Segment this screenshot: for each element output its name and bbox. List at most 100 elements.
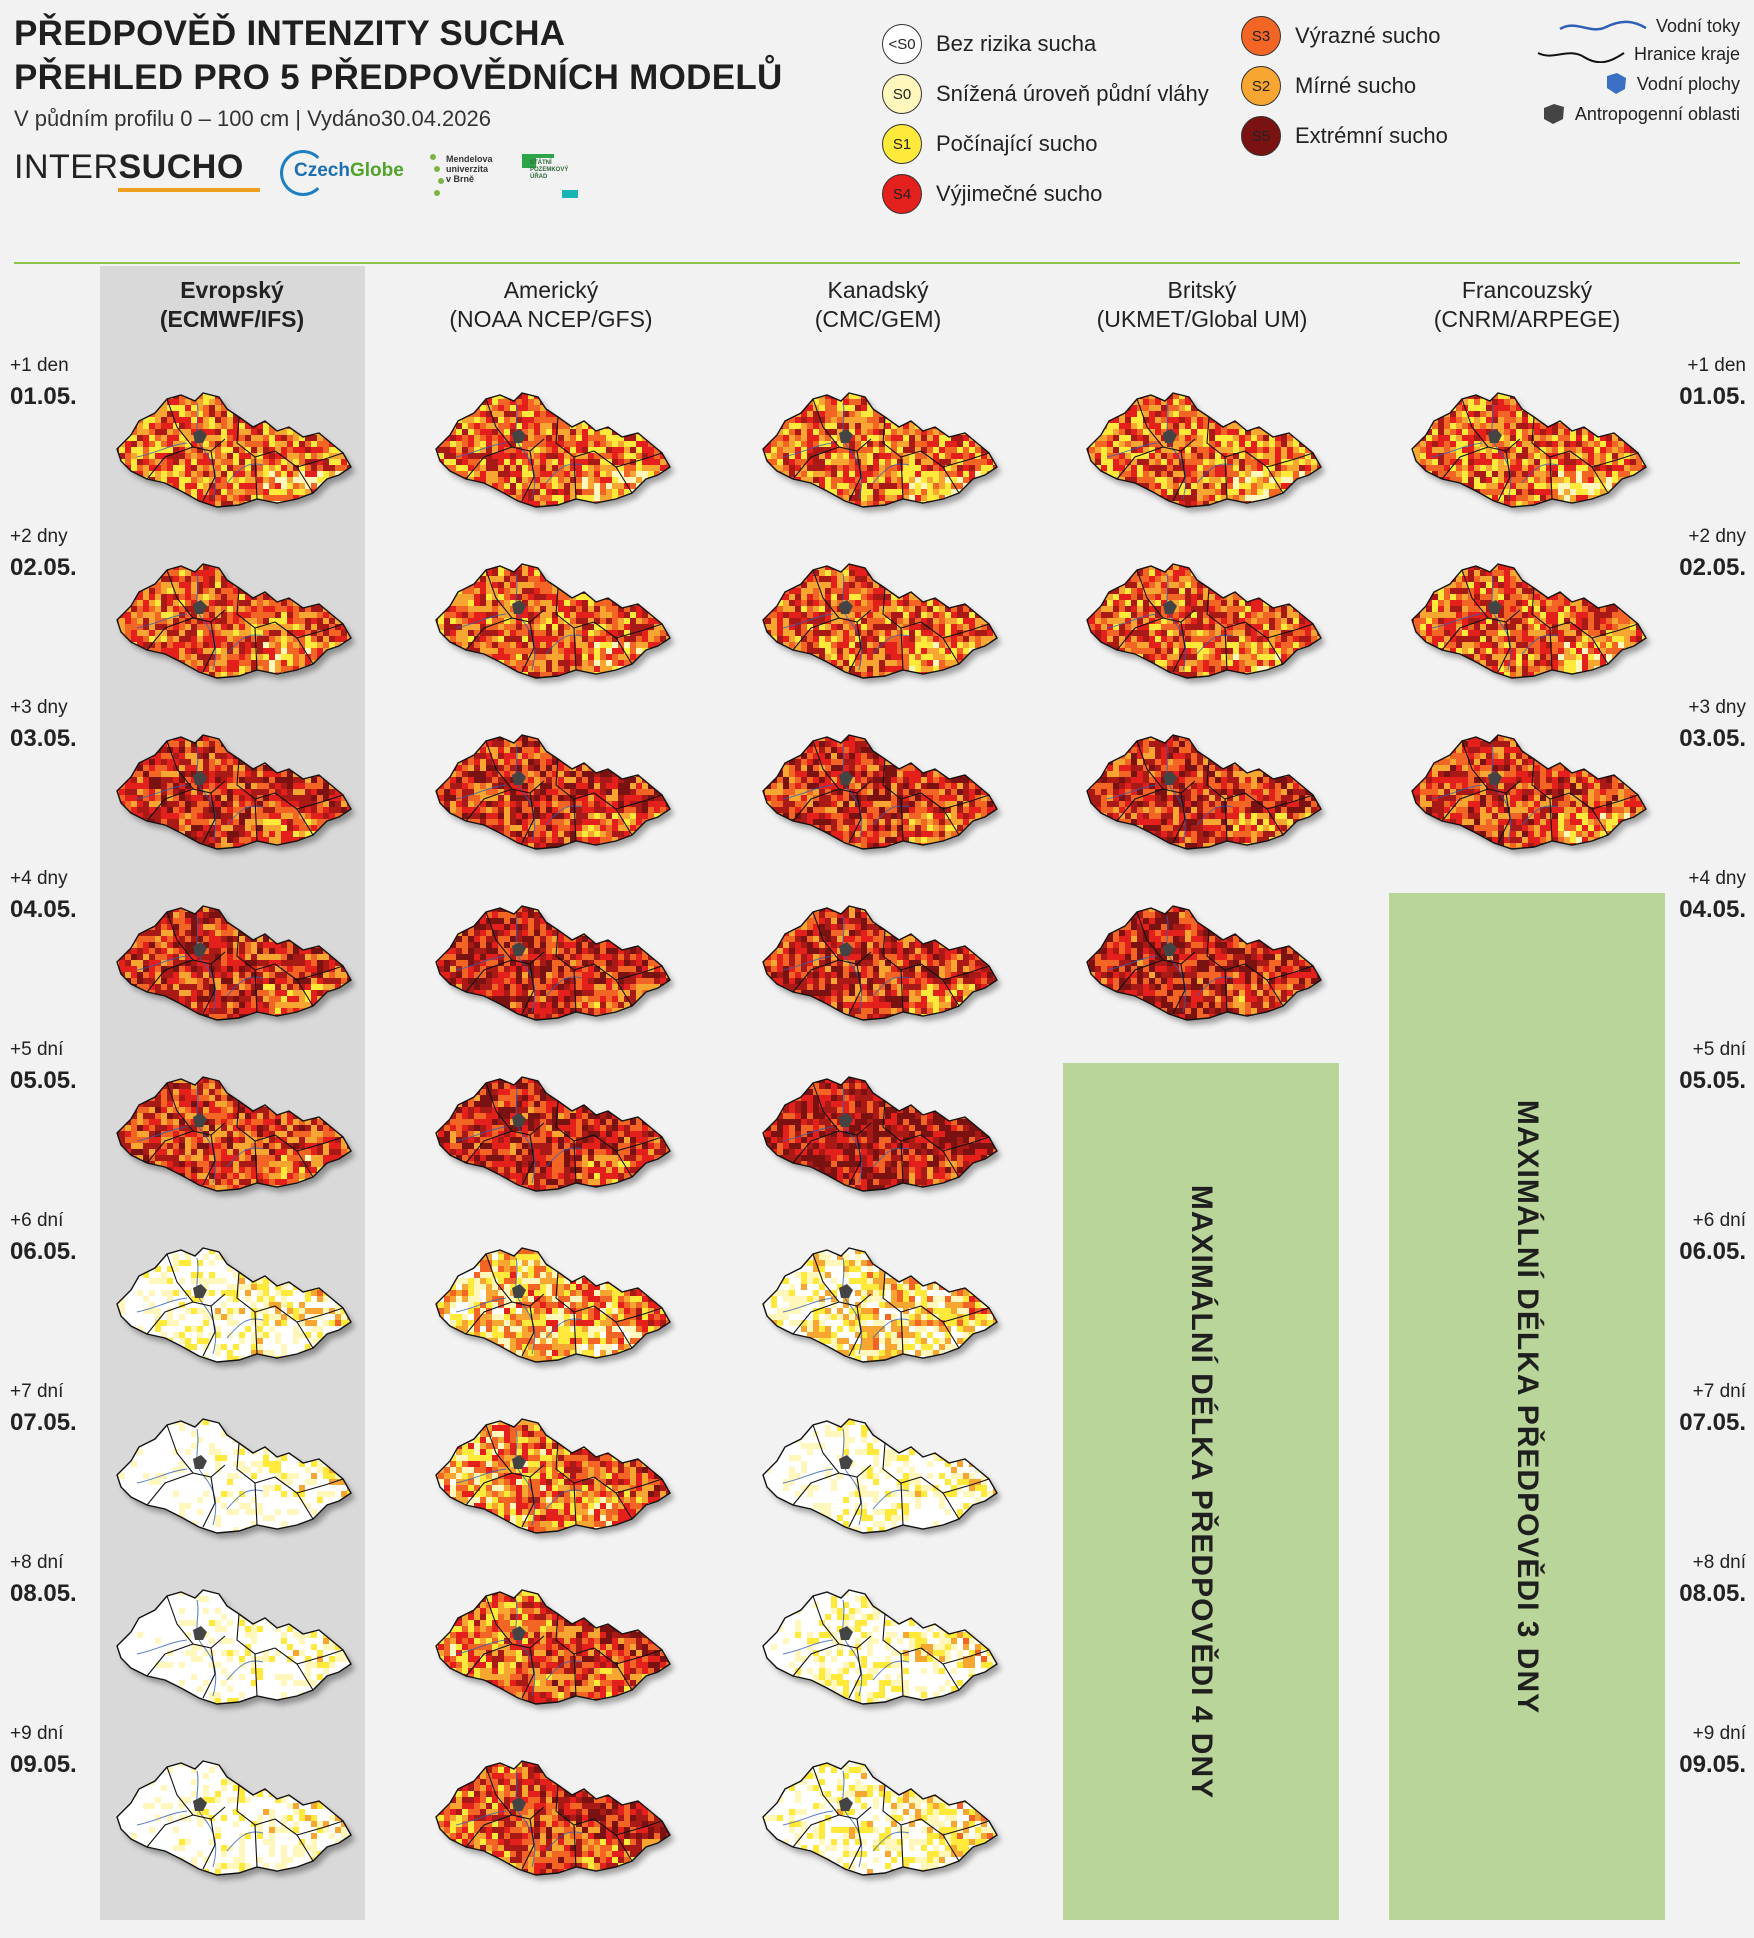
forecast-map [107,1584,357,1709]
forecast-map [753,1242,1003,1367]
legend-label: Extrémní sucho [1295,123,1448,149]
legend-swatch-icon: S2 [1241,66,1281,106]
row-date-right: 01.05. [1646,383,1746,411]
row-date-left: 03.05. [10,725,77,753]
legend-item-s1: S1 Počínající sucho [882,124,1097,164]
mendel-line-3: v Brně [446,174,493,184]
intersucho-logo-part-a: INTER [14,148,119,186]
row-date-left: 01.05. [10,383,77,411]
forecast-map [426,1584,676,1709]
row-offset-left: +1 den [10,355,69,377]
czech-republic-map [1411,734,1647,850]
forecast-map [107,729,357,854]
forecast-map [753,1755,1003,1880]
intersucho-logo-underline [118,188,260,192]
intersucho-logo-part-b: SUCHO [119,148,244,186]
mendel-line-1: Mendelova [446,154,493,164]
czech-republic-map [762,392,998,508]
czech-republic-map [1411,392,1647,508]
legend-swatch-icon: S1 [882,124,922,164]
czech-republic-map [435,905,671,1021]
czechglobe-logo-text: CzechGlobe [294,160,404,182]
legend-item-s3: S3 Výrazné sucho [1241,16,1441,56]
czech-republic-map [1411,563,1647,679]
czech-republic-map [116,1076,352,1192]
legend-label: Bez rizika sucha [936,31,1096,57]
legend-item-lt-s0: <S0 Bez rizika sucha [882,24,1096,64]
forecast-map [753,387,1003,512]
legend-item-s5: S5 Extrémní sucho [1241,116,1448,156]
czech-republic-map [1086,905,1322,1021]
forecast-map [107,1413,357,1538]
row-date-right: 06.05. [1646,1238,1746,1266]
forecast-map [1077,729,1327,854]
page-title-line-2: PŘEHLED PRO 5 PŘEDPOVĚDNÍCH MODELŮ [14,58,783,98]
legend-rivers-label: Vodní toky [1656,16,1740,37]
legend-urban: Antropogenní oblasti [1541,102,1740,126]
row-date-right: 07.05. [1646,1409,1746,1437]
row-date-right: 08.05. [1646,1580,1746,1608]
row-date-left: 04.05. [10,896,77,924]
legend-label: Počínající sucho [936,131,1097,157]
czech-republic-map [435,1247,671,1363]
czech-republic-map [116,734,352,850]
czech-republic-map [435,734,671,850]
spu-logo: STÁTNÍ POZEMKOVÝ ÚŘAD [522,154,582,204]
row-date-right: 05.05. [1646,1067,1746,1095]
mendel-line-2: univerzita [446,164,493,174]
row-date-left: 09.05. [10,1751,77,1779]
model-name: Kanadský [728,276,1028,305]
czech-republic-map [762,1760,998,1876]
row-offset-right: +1 den [1646,355,1746,377]
forecast-map [107,558,357,683]
row-offset-left: +3 dny [10,697,68,719]
czech-republic-map [435,1589,671,1705]
mendel-dot-icon [438,178,444,184]
legend-swatch-icon: <S0 [882,24,922,64]
czech-republic-map [762,563,998,679]
czech-republic-map [116,1247,352,1363]
czech-republic-map [1086,734,1322,850]
river-line-icon [1559,20,1647,31]
row-offset-right: +6 dní [1646,1210,1746,1232]
legend-borders: Hranice kraje [1536,44,1740,65]
forecast-map [107,900,357,1025]
czech-republic-map [116,563,352,679]
forecast-map [1077,387,1327,512]
row-offset-right: +3 dny [1646,697,1746,719]
row-offset-left: +2 dny [10,526,68,548]
legend-water: Vodní plochy [1603,72,1740,96]
legend-swatch-icon: S0 [882,74,922,114]
row-date-left: 06.05. [10,1238,77,1266]
legend-item-s0: S0 Snížená úroveň půdní vláhy [882,74,1209,114]
czech-republic-map [116,1760,352,1876]
page-title-line-1: PŘEDPOVĚĎ INTENZITY SUCHA [14,14,565,54]
model-code: (NOAA NCEP/GFS) [401,305,701,334]
spu-logo-text: STÁTNÍ POZEMKOVÝ ÚŘAD [530,160,568,181]
model-name: Evropský [82,276,382,305]
forecast-map [107,1071,357,1196]
model-header-3: Britský (UKMET/Global UM) [1052,276,1352,334]
forecast-map [753,900,1003,1025]
uk-max-length-text: MAXIMÁLNÍ DÉLKA PŘEDPOVĚDI 4 DNY [1184,1184,1218,1798]
model-header-2: Kanadský (CMC/GEM) [728,276,1028,334]
model-header-1: Americký (NOAA NCEP/GFS) [401,276,701,334]
forecast-map [426,1413,676,1538]
czech-republic-map [1086,563,1322,679]
legend-item-s2: S2 Mírné sucho [1241,66,1416,106]
legend-swatch-icon: S5 [1241,116,1281,156]
czech-republic-map [435,1760,671,1876]
legend-label: Mírné sucho [1295,73,1416,99]
legend-urban-label: Antropogenní oblasti [1575,104,1740,125]
spu-line-2: POZEMKOVÝ [530,167,568,174]
czech-republic-map [116,392,352,508]
czech-republic-map [762,1589,998,1705]
forecast-map [753,1413,1003,1538]
model-header-0: Evropský (ECMWF/IFS) [82,276,382,334]
forecast-map [107,387,357,512]
forecast-map [107,1242,357,1367]
forecast-map [426,900,676,1025]
row-offset-left: +6 dní [10,1210,63,1232]
row-date-right: 02.05. [1646,554,1746,582]
row-date-right: 04.05. [1646,896,1746,924]
